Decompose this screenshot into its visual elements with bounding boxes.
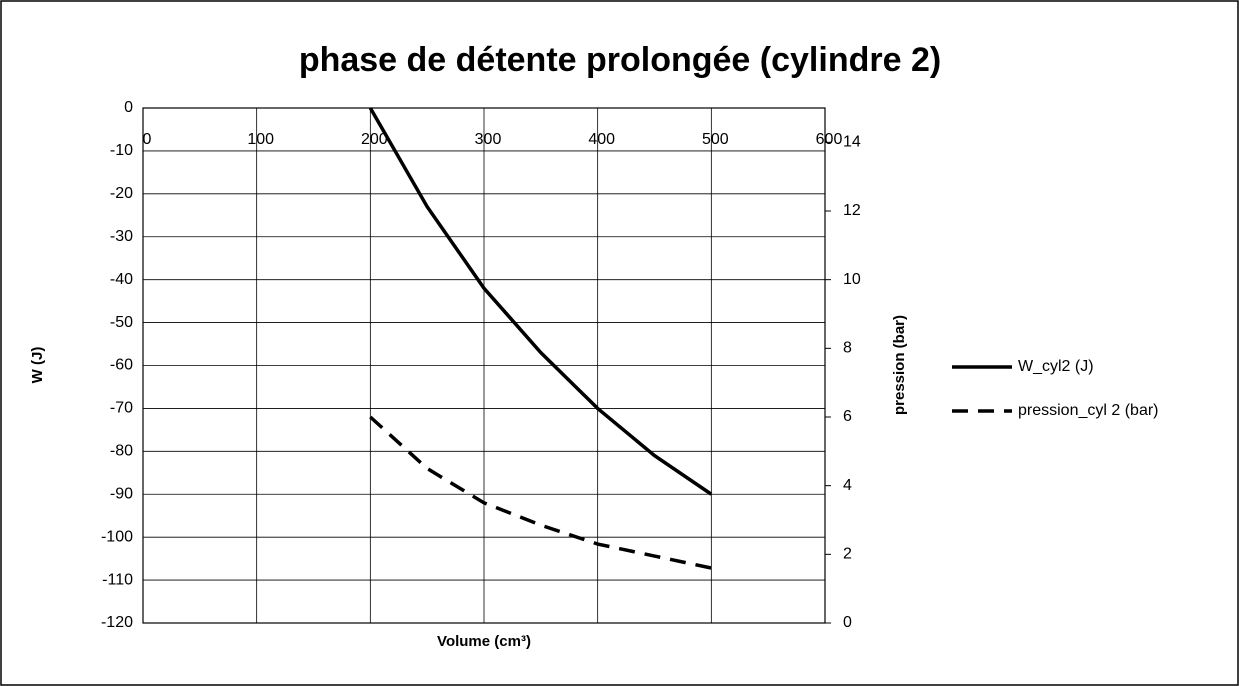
legend-label: pression_cyl 2 (bar) xyxy=(1018,402,1159,419)
y-tick-label: -10 xyxy=(110,142,133,159)
x-tick-label: 600 xyxy=(816,131,843,148)
y-tick-label: -20 xyxy=(110,185,133,202)
x-tick-label: 400 xyxy=(588,131,615,148)
series-line xyxy=(369,415,712,570)
y2-tick-label: 12 xyxy=(843,202,861,219)
y2-tick-label: 2 xyxy=(843,546,852,563)
y-axis-label: W (J) xyxy=(29,347,46,384)
y-tick-label: -90 xyxy=(110,485,133,502)
y-tick-label: -70 xyxy=(110,400,133,417)
series-line xyxy=(368,107,713,496)
y-tick-label: -40 xyxy=(110,271,133,288)
y-tick-label: -120 xyxy=(101,614,133,631)
x-tick-label: 0 xyxy=(143,131,152,148)
x-tick-label: 500 xyxy=(702,131,729,148)
y2-tick-label: 4 xyxy=(843,477,852,494)
legend-label: W_cyl2 (J) xyxy=(1018,358,1094,375)
y2-tick-label: 14 xyxy=(843,134,861,151)
chart-title: phase de détente prolongée (cylindre 2) xyxy=(299,41,941,79)
y2-axis-label: pression (bar) xyxy=(891,315,908,415)
x-tick-label: 200 xyxy=(361,131,388,148)
x-tick-label: 300 xyxy=(475,131,502,148)
y-tick-label: -30 xyxy=(110,228,133,245)
y-tick-label: 0 xyxy=(124,99,133,116)
y-tick-label: -100 xyxy=(101,528,133,545)
y2-tick-label: 8 xyxy=(843,340,852,357)
y-tick-label: -50 xyxy=(110,314,133,331)
y-tick-label: -60 xyxy=(110,357,133,374)
y-tick-label: -80 xyxy=(110,443,133,460)
y2-tick-label: 10 xyxy=(843,271,861,288)
x-axis-label: Volume (cm³) xyxy=(437,633,531,650)
y2-tick-label: 6 xyxy=(843,408,852,425)
plot-frame xyxy=(142,107,826,624)
y-tick-label: -110 xyxy=(102,571,133,588)
x-tick-label: 100 xyxy=(247,131,274,148)
y2-tick-label: 0 xyxy=(843,614,852,631)
